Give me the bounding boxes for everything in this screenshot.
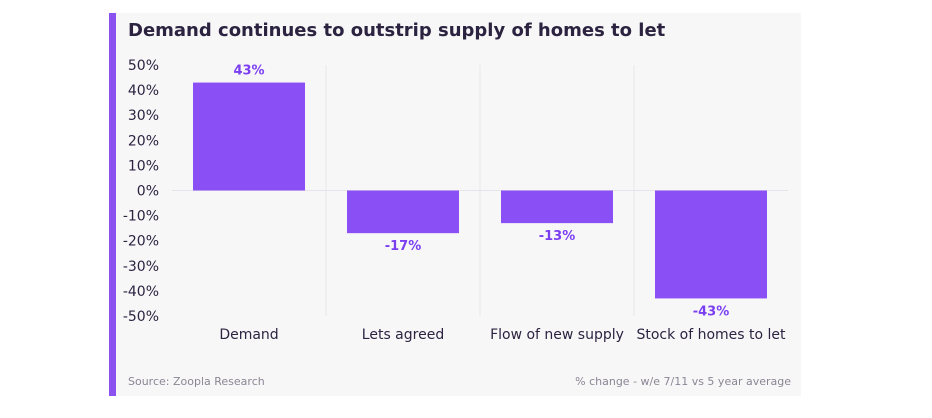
bar-demand [193, 82, 305, 191]
y-tick-label: 50% [128, 58, 159, 74]
y-tick-label: -20% [123, 234, 159, 250]
y-tick-label: -30% [123, 259, 159, 275]
x-category-label: Flow of new supply [490, 327, 624, 343]
y-tick-label: -50% [123, 309, 159, 325]
chart-title: Demand continues to outstrip supply of h… [128, 20, 666, 41]
bar-stock-of-homes-to-let [655, 190, 767, 299]
y-tick-label: -10% [123, 209, 159, 225]
y-tick-label: 0% [137, 184, 159, 200]
x-category-label: Stock of homes to let [636, 327, 786, 343]
data-label: -43% [693, 304, 730, 319]
y-tick-label: 40% [128, 83, 159, 99]
y-tick-label: 30% [128, 108, 159, 124]
footnote: % change - w/e 7/11 vs 5 year average [575, 375, 791, 388]
data-label: -17% [385, 239, 422, 254]
y-tick-label: 10% [128, 158, 159, 174]
x-category-label: Lets agreed [362, 327, 444, 343]
bar-flow-of-new-supply [501, 190, 613, 224]
bar-lets-agreed [347, 190, 459, 234]
accent-bar [109, 13, 116, 396]
y-tick-label: 20% [128, 133, 159, 149]
source-note: Source: Zoopla Research [128, 375, 265, 388]
data-label: -13% [539, 229, 576, 244]
data-label: 43% [233, 64, 264, 79]
y-tick-label: -40% [123, 284, 159, 300]
x-category-label: Demand [219, 327, 278, 343]
